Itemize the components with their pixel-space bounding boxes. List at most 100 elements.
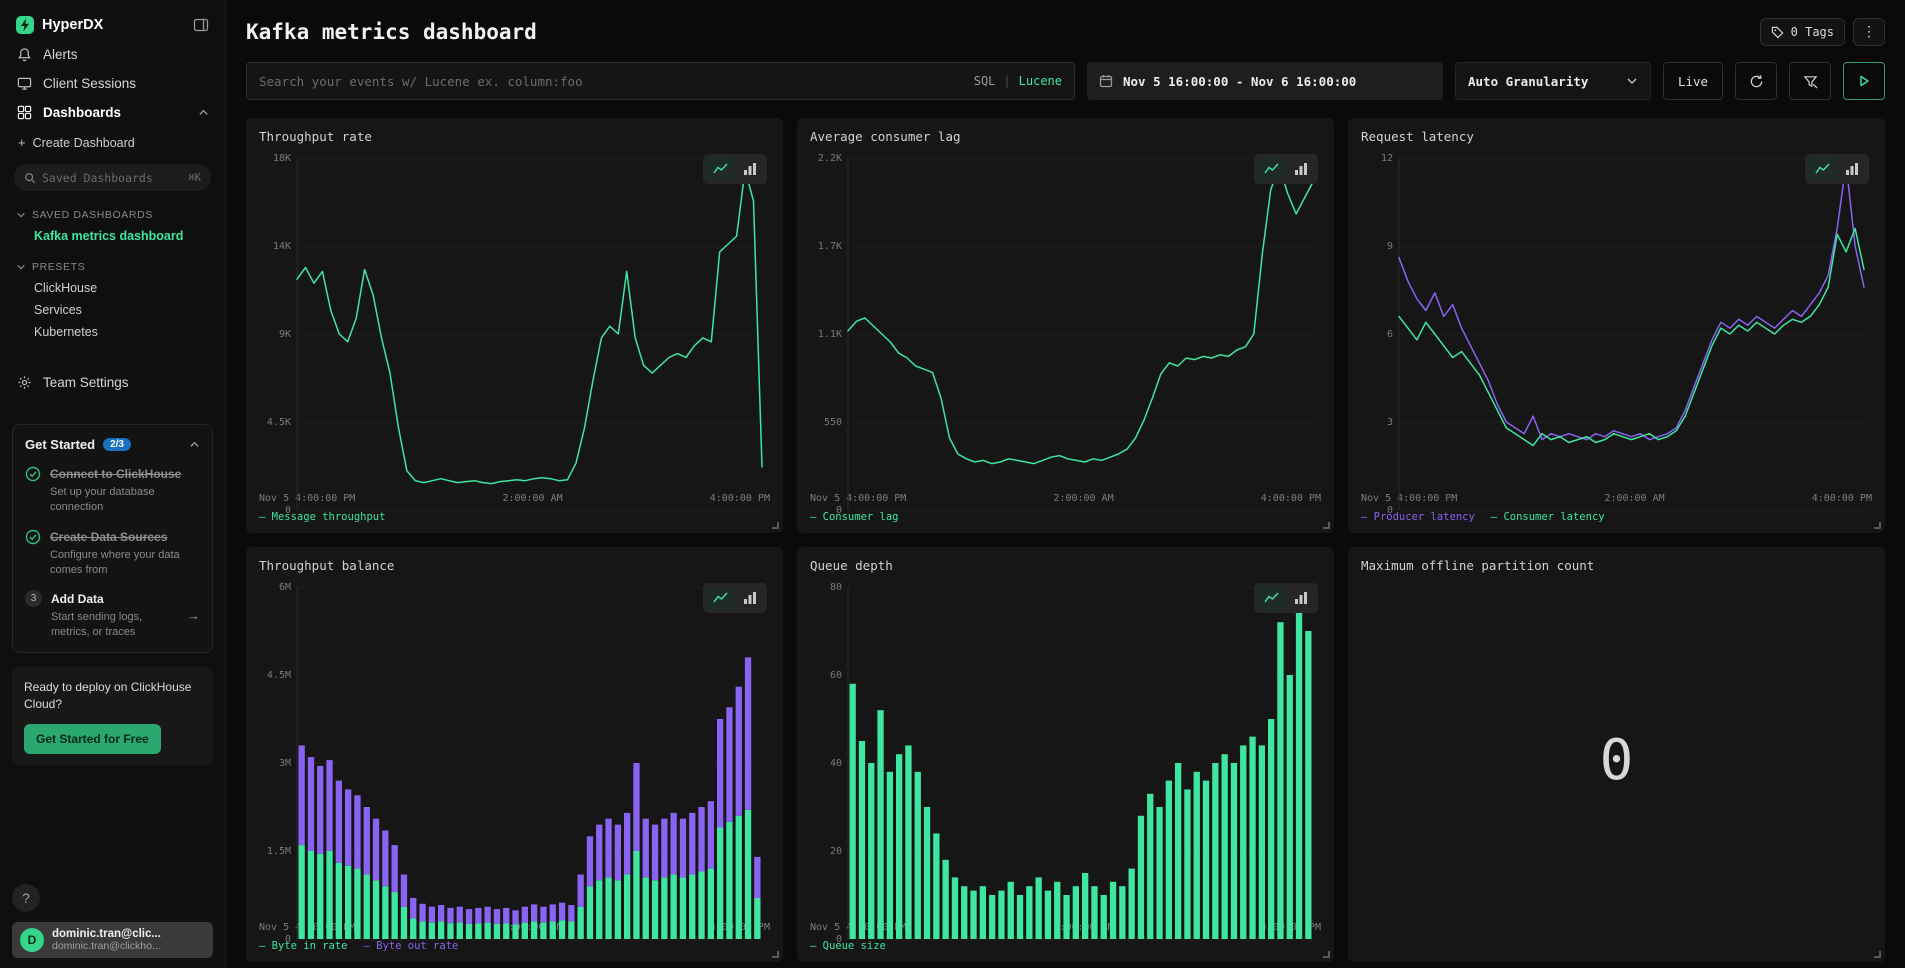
chart-card-request-latency: Request latency 12 9 6 3 0 Nov 5 4:00:00 PM 2… [1348, 118, 1885, 533]
section-label: SAVED DASHBOARDS [32, 209, 153, 221]
chart-view-toggle [1254, 154, 1318, 184]
svg-text:0: 0 [836, 934, 842, 943]
line-chart-icon[interactable] [1808, 157, 1836, 181]
step-desc: Set up your database connection [50, 486, 155, 513]
bar-chart-icon[interactable] [736, 586, 764, 610]
sidebar-item-alerts[interactable]: Alerts [12, 40, 213, 69]
chart-plot: 2.2K 1.7K 1.1K 550 0 [810, 148, 1321, 516]
bar-chart-icon[interactable] [1287, 586, 1315, 610]
get-started-step[interactable]: 3 Add Data Start sending logs, metrics, … [25, 590, 200, 640]
date-range-picker[interactable]: Nov 5 16:00:00 - Nov 6 16:00:00 [1087, 62, 1443, 100]
x-axis-label: Nov 5 4:00:00 PM [259, 493, 356, 504]
sidebar-item-kafka-dashboard[interactable]: Kafka metrics dashboard [34, 229, 184, 243]
user-menu[interactable]: D dominic.tran@clic... dominic.tran@clic… [12, 922, 213, 958]
legend-item[interactable]: — Byte out rate [363, 940, 459, 952]
chart-svg: 6M 4.5M 3M 1.5M 0 [267, 582, 762, 945]
chevron-up-icon[interactable] [189, 439, 200, 450]
event-search[interactable]: SQL | Lucene [246, 62, 1075, 100]
help-button[interactable]: ? [12, 884, 40, 912]
svg-text:3: 3 [1387, 417, 1393, 428]
svg-text:6: 6 [1387, 329, 1393, 340]
step-desc: Configure where your data comes from [50, 548, 180, 576]
sidebar-item-team-settings[interactable]: Team Settings [12, 369, 213, 396]
legend-item[interactable]: — Producer latency [1361, 511, 1475, 523]
chart-legend: — Queue size [810, 940, 1321, 952]
sidebar-item-label: Client Sessions [43, 76, 137, 91]
bar-chart-icon[interactable] [1287, 157, 1315, 181]
sidebar-item-services[interactable]: Services [34, 303, 82, 317]
resize-handle[interactable] [1323, 951, 1330, 958]
svg-text:40: 40 [830, 758, 842, 769]
dashboard-more-button[interactable]: ⋮ [1853, 18, 1885, 46]
sidebar-item-clickhouse[interactable]: ClickHouse [34, 281, 98, 295]
dashboards-grid-icon [16, 105, 33, 120]
legend-item[interactable]: — Queue size [810, 940, 886, 952]
create-dashboard-button[interactable]: + Create Dashboard [12, 127, 213, 152]
monitor-icon [16, 76, 33, 91]
get-started-free-button[interactable]: Get Started for Free [24, 723, 161, 754]
chevron-up-icon [198, 107, 209, 118]
svg-text:1.1K: 1.1K [818, 329, 842, 340]
line-chart-icon[interactable] [1257, 586, 1285, 610]
bar-chart-icon[interactable] [736, 157, 764, 181]
brand[interactable]: HyperDX [16, 16, 103, 34]
sql-toggle[interactable]: SQL [973, 74, 996, 88]
sidebar-item-dashboards[interactable]: Dashboards [12, 98, 213, 127]
sidebar-item-kubernetes[interactable]: Kubernetes [34, 325, 98, 339]
resize-handle[interactable] [772, 522, 779, 529]
saved-dashboards-section[interactable]: SAVED DASHBOARDS [16, 209, 209, 221]
get-started-step[interactable]: Connect to ClickHouse Set up your databa… [25, 465, 200, 515]
refresh-button[interactable] [1735, 62, 1777, 100]
get-started-step[interactable]: Create Data Sources Configure where your… [25, 528, 200, 578]
query-language-toggle: SQL | Lucene [974, 74, 1062, 88]
bar-chart-icon[interactable] [1838, 157, 1866, 181]
granularity-select[interactable]: Auto Granularity [1455, 62, 1651, 100]
resize-handle[interactable] [1874, 951, 1881, 958]
legend-item[interactable]: — Consumer latency [1490, 511, 1605, 523]
saved-dashboards-search[interactable]: ⌘K [14, 164, 211, 191]
step-title: Connect to ClickHouse [50, 467, 182, 481]
sidebar-item-label: Dashboards [43, 105, 122, 120]
line-chart-icon[interactable] [706, 586, 734, 610]
sidebar-collapse-icon[interactable] [193, 17, 209, 33]
line-chart-icon[interactable] [706, 157, 734, 181]
svg-text:18K: 18K [273, 153, 291, 164]
event-search-input[interactable] [259, 73, 964, 89]
lucene-toggle[interactable]: Lucene [1018, 74, 1062, 88]
presets-section[interactable]: PRESETS [16, 261, 209, 273]
filter-button[interactable] [1789, 62, 1831, 100]
chart-svg: 12 9 6 3 0 [1381, 153, 1865, 516]
resize-handle[interactable] [772, 951, 779, 958]
x-axis-label: 4:00:00 PM [1260, 493, 1321, 504]
sidebar-item-client-sessions[interactable]: Client Sessions [12, 69, 213, 98]
arrow-right-icon: → [187, 607, 200, 623]
legend-item[interactable]: — Consumer lag [810, 511, 899, 523]
svg-text:4.5M: 4.5M [267, 670, 291, 681]
run-query-button[interactable] [1843, 62, 1885, 100]
chart-card-throughput-balance: Throughput balance 6M 4.5M 3M 1.5M 0 Nov 5 4… [246, 547, 783, 962]
svg-text:20: 20 [830, 846, 842, 857]
tag-icon [1771, 26, 1784, 39]
legend-item[interactable]: — Message throughput [259, 511, 386, 523]
svg-text:14K: 14K [273, 241, 291, 252]
legend-item[interactable]: — Byte in rate [259, 940, 348, 952]
tags-label: 0 Tags [1790, 25, 1834, 39]
saved-dashboards-search-input[interactable] [42, 170, 183, 185]
plus-icon: + [18, 135, 26, 150]
line-chart-icon[interactable] [1257, 157, 1285, 181]
resize-handle[interactable] [1323, 522, 1330, 529]
sidebar: HyperDX Alerts Client Sessions Dashboard… [0, 0, 226, 968]
gear-icon [16, 375, 33, 390]
check-circle-icon [25, 466, 41, 487]
resize-handle[interactable] [1874, 522, 1881, 529]
svg-text:1.7K: 1.7K [818, 241, 842, 252]
chart-title: Request latency [1361, 129, 1474, 144]
chart-card-offline-partition-count: Maximum offline partition count 0 [1348, 547, 1885, 962]
toggle-divider: | [1003, 74, 1011, 88]
step-title: Add Data [51, 592, 104, 607]
granularity-value: Auto Granularity [1468, 73, 1589, 89]
live-button[interactable]: Live [1663, 62, 1723, 100]
svg-text:6M: 6M [279, 582, 291, 593]
tags-button[interactable]: 0 Tags [1759, 18, 1845, 46]
